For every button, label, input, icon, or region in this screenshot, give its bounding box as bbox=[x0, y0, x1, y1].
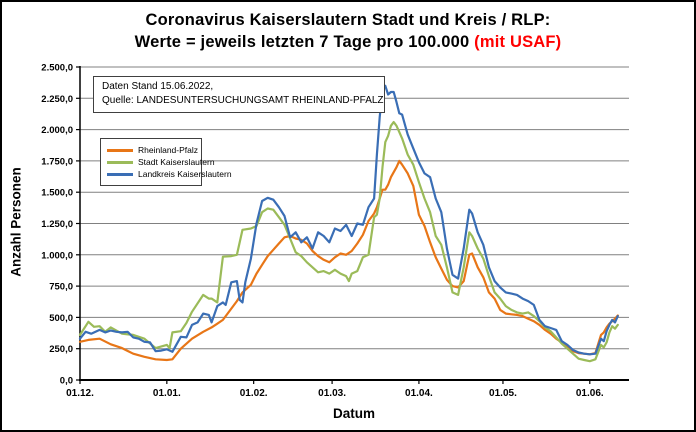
x-axis-title: Datum bbox=[332, 406, 376, 421]
legend-item-stadt-kaiserslautern: Stadt Kaiserslautern bbox=[107, 156, 215, 168]
y-tick-label: 500,0 bbox=[49, 313, 73, 324]
legend-item-rheinland-pfalz: Rheinland-Pfalz bbox=[107, 144, 199, 156]
data-source-annotation: Daten Stand 15.06.2022, Quelle: LANDESUN… bbox=[93, 76, 385, 113]
y-tick-label: 250,0 bbox=[49, 344, 73, 355]
series-line-landkreis-kaiserslautern bbox=[78, 84, 619, 356]
y-axis-title: Anzahl Personen bbox=[8, 167, 24, 277]
x-tick-label: 01.02. bbox=[240, 388, 268, 399]
legend-swatch-landkreis-kaiserslautern bbox=[107, 172, 133, 176]
y-tick-label: 1.000,0 bbox=[41, 250, 73, 261]
chart-title-line2-black: Werte = jeweils letzten 7 Tage pro 100.0… bbox=[134, 32, 475, 51]
legend-label-stadt-kaiserslautern: Stadt Kaiserslautern bbox=[138, 157, 215, 167]
annotation-line2: Quelle: LANDESUNTERSUCHUNGSAMT RHEINLAND… bbox=[102, 95, 384, 106]
legend-label-rheinland-pfalz: Rheinland-Pfalz bbox=[138, 145, 199, 155]
annotation-line1: Daten Stand 15.06.2022, bbox=[102, 81, 214, 92]
x-tick-label: 01.06. bbox=[576, 388, 604, 399]
legend-label-landkreis-kaiserslautern: Landkreis Kaiserslautern bbox=[138, 169, 232, 179]
chart-title-line2: Werte = jeweils letzten 7 Tage pro 100.0… bbox=[2, 32, 694, 54]
x-tick-label: 01.03. bbox=[318, 388, 346, 399]
chart-title: Coronavirus Kaiserslautern Stadt und Kre… bbox=[2, 10, 694, 54]
legend-swatch-stadt-kaiserslautern bbox=[107, 160, 133, 164]
y-tick-label: 2.250,0 bbox=[41, 94, 73, 105]
chart-title-line2-red: (mit USAF) bbox=[474, 32, 562, 51]
legend-swatch-rheinland-pfalz bbox=[107, 148, 133, 152]
y-tick-label: 1.500,0 bbox=[41, 188, 73, 199]
x-tick-label: 01.04. bbox=[405, 388, 433, 399]
y-tick-label: 2.500,0 bbox=[41, 63, 73, 74]
legend-item-landkreis-kaiserslautern: Landkreis Kaiserslautern bbox=[107, 168, 232, 180]
x-tick-label: 01.12. bbox=[66, 388, 94, 399]
x-tick-label: 01.01. bbox=[153, 388, 181, 399]
series-line-rheinland-pfalz bbox=[78, 159, 619, 362]
y-tick-label: 1.750,0 bbox=[41, 156, 73, 167]
legend: Rheinland-Pfalz Stadt Kaiserslautern Lan… bbox=[100, 138, 232, 186]
x-tick-label: 01.05. bbox=[489, 388, 517, 399]
y-tick-label: 0,0 bbox=[60, 376, 73, 387]
y-tick-label: 750,0 bbox=[49, 282, 73, 293]
y-tick-label: 1.250,0 bbox=[41, 219, 73, 230]
chart-title-line1: Coronavirus Kaiserslautern Stadt und Kre… bbox=[145, 11, 551, 29]
y-tick-label: 2.000,0 bbox=[41, 125, 73, 136]
